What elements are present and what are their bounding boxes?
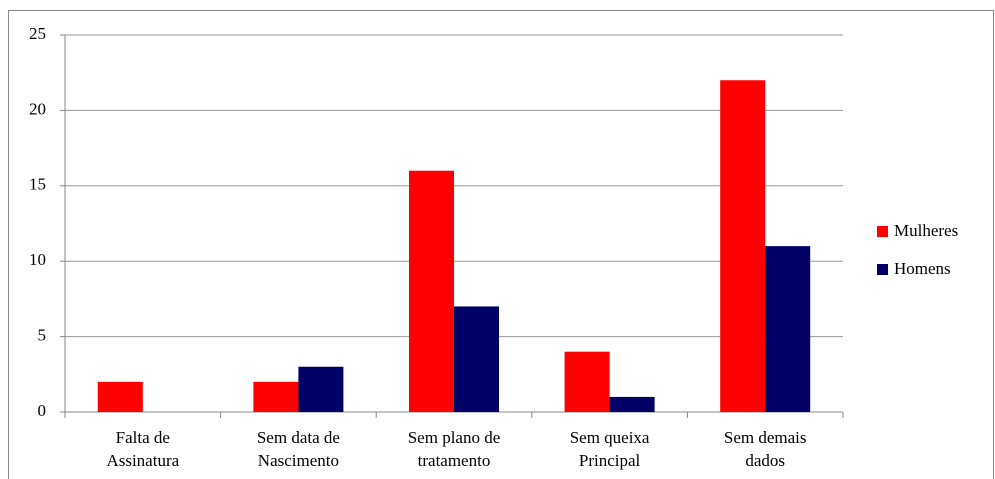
bar — [720, 80, 766, 413]
legend-label: Homens — [894, 259, 951, 278]
bar — [298, 366, 344, 412]
bar — [97, 381, 143, 412]
bar — [409, 170, 454, 412]
y-tick-label: 5 — [38, 326, 47, 345]
y-tick-label: 0 — [38, 401, 47, 420]
x-tick-label: Sem data de — [257, 428, 340, 447]
x-tick-label: Sem demais — [724, 428, 807, 447]
y-tick-label: 20 — [29, 99, 46, 118]
bar — [765, 246, 811, 412]
y-tick-label: 10 — [29, 250, 46, 269]
x-tick-label: Nascimento — [258, 451, 339, 470]
legend-swatch — [877, 264, 888, 275]
y-tick-label: 25 — [29, 24, 46, 43]
x-tick-label: Sem queixa — [570, 428, 650, 447]
bar — [564, 351, 610, 412]
x-tick-label: dados — [745, 451, 785, 470]
legend-label: Mulheres — [894, 221, 958, 240]
chart-frame — [8, 10, 994, 479]
bar — [454, 306, 499, 412]
x-tick-label: Assinatura — [106, 451, 179, 470]
x-tick-label: Principal — [579, 451, 641, 470]
legend-swatch — [877, 226, 888, 237]
y-tick-label: 15 — [29, 175, 46, 194]
x-tick-label: Sem plano de — [408, 428, 501, 447]
x-tick-label: tratamento — [418, 451, 491, 470]
x-tick-label: Falta de — [116, 428, 170, 447]
bar — [609, 396, 655, 412]
bar — [253, 381, 299, 412]
